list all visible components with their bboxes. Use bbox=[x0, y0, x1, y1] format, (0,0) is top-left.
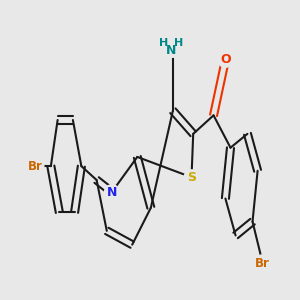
Circle shape bbox=[104, 185, 119, 200]
Text: H: H bbox=[174, 38, 183, 48]
Circle shape bbox=[162, 35, 184, 57]
Text: Br: Br bbox=[255, 257, 270, 270]
Circle shape bbox=[254, 255, 271, 272]
Circle shape bbox=[184, 170, 199, 184]
Text: H: H bbox=[159, 38, 169, 48]
Circle shape bbox=[218, 52, 233, 67]
Text: N: N bbox=[166, 44, 177, 57]
Text: N: N bbox=[107, 185, 117, 199]
Text: O: O bbox=[220, 53, 231, 66]
Circle shape bbox=[27, 158, 44, 174]
Text: Br: Br bbox=[28, 160, 43, 173]
Text: S: S bbox=[187, 171, 196, 184]
